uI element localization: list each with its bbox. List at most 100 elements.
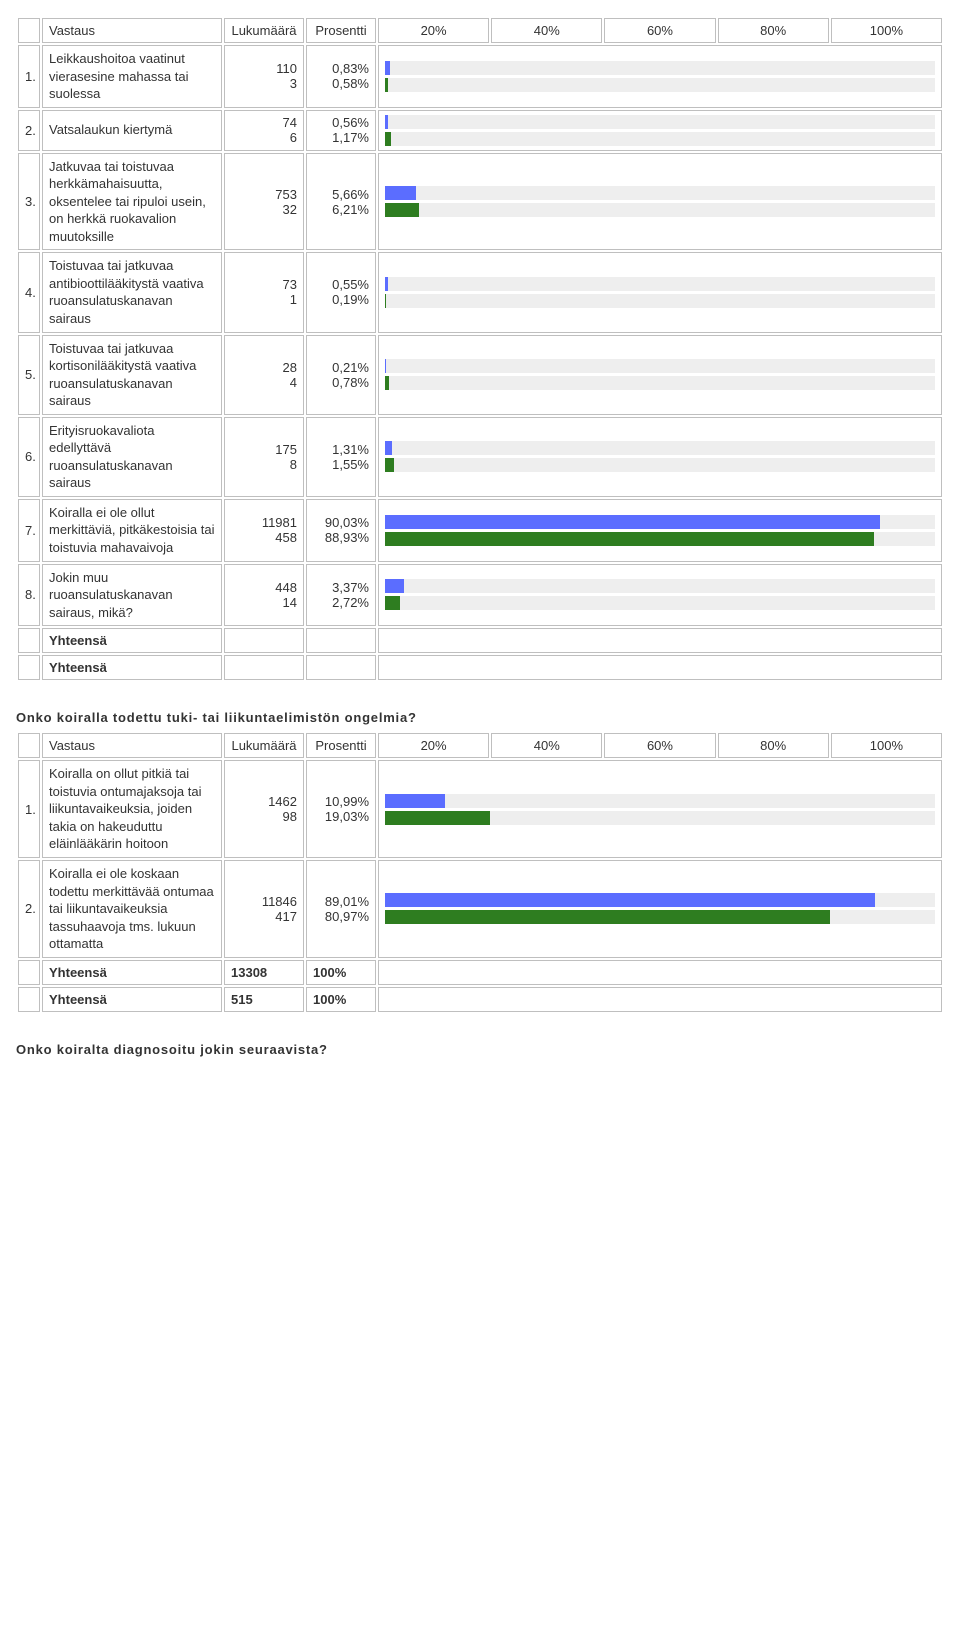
table-row: 4.Toistuvaa tai jatkuvaa antibioottilääk… bbox=[18, 252, 942, 332]
row-count: 11981458 bbox=[224, 499, 304, 562]
row-count: 731 bbox=[224, 252, 304, 332]
total-pct bbox=[306, 655, 376, 680]
row-count: 11846417 bbox=[224, 860, 304, 958]
col-answer: Vastaus bbox=[42, 733, 222, 758]
row-index: 2. bbox=[18, 860, 40, 958]
row-label: Jokin muu ruoansulatuskanavan sairaus, m… bbox=[42, 564, 222, 627]
bar-track bbox=[385, 596, 935, 610]
total-row: Yhteensä515100% bbox=[18, 987, 942, 1012]
col-tick: 80% bbox=[718, 733, 829, 758]
row-count: 146298 bbox=[224, 760, 304, 858]
bar-series-2 bbox=[385, 811, 490, 825]
row-index: 4. bbox=[18, 252, 40, 332]
bar-series-2 bbox=[385, 458, 394, 472]
bar-series-1 bbox=[385, 441, 392, 455]
bar-track bbox=[385, 515, 935, 529]
bar-group bbox=[385, 794, 935, 825]
row-index: 1. bbox=[18, 760, 40, 858]
bar-series-1 bbox=[385, 277, 388, 291]
total-label: Yhteensä bbox=[42, 960, 222, 985]
row-percent: 3,37%2,72% bbox=[306, 564, 376, 627]
row-percent: 5,66%6,21% bbox=[306, 153, 376, 251]
row-percent: 90,03%88,93% bbox=[306, 499, 376, 562]
total-row: Yhteensä13308100% bbox=[18, 960, 942, 985]
total-row: Yhteensä bbox=[18, 628, 942, 653]
table-row: 1.Leikkaushoitoa vaatinut vierasesine ma… bbox=[18, 45, 942, 108]
bar-series-2 bbox=[385, 203, 419, 217]
question-title: Onko koiralla todettu tuki- tai liikunta… bbox=[16, 710, 944, 725]
row-index: 5. bbox=[18, 335, 40, 415]
chart-cell bbox=[378, 45, 942, 108]
total-count: 13308 bbox=[224, 960, 304, 985]
bar-track bbox=[385, 61, 935, 75]
table-row: 2.Koiralla ei ole koskaan todettu merkit… bbox=[18, 860, 942, 958]
col-tick: 20% bbox=[378, 733, 489, 758]
total-pct bbox=[306, 628, 376, 653]
bar-series-1 bbox=[385, 115, 388, 129]
survey-table: VastausLukumääräProsentti20%40%60%80%100… bbox=[16, 731, 944, 1013]
bar-series-1 bbox=[385, 515, 880, 529]
question-title: Onko koiralta diagnosoitu jokin seuraavi… bbox=[16, 1042, 944, 1057]
bar-series-2 bbox=[385, 596, 400, 610]
col-tick: 40% bbox=[491, 18, 602, 43]
total-row: Yhteensä bbox=[18, 655, 942, 680]
bar-series-1 bbox=[385, 359, 386, 373]
bar-group bbox=[385, 277, 935, 308]
total-label: Yhteensä bbox=[42, 655, 222, 680]
row-index: 1. bbox=[18, 45, 40, 108]
chart-cell bbox=[378, 760, 942, 858]
total-count bbox=[224, 628, 304, 653]
bar-group bbox=[385, 115, 935, 146]
row-label: Vatsalaukun kiertymä bbox=[42, 110, 222, 151]
bar-group bbox=[385, 186, 935, 217]
row-index: 8. bbox=[18, 564, 40, 627]
bar-track bbox=[385, 794, 935, 808]
chart-cell bbox=[378, 417, 942, 497]
bar-group bbox=[385, 893, 935, 924]
bar-track bbox=[385, 811, 935, 825]
row-count: 44814 bbox=[224, 564, 304, 627]
row-label: Leikkaushoitoa vaatinut vierasesine maha… bbox=[42, 45, 222, 108]
table-row: 5.Toistuvaa tai jatkuvaa kortisonilääkit… bbox=[18, 335, 942, 415]
bar-series-1 bbox=[385, 186, 416, 200]
col-answer: Vastaus bbox=[42, 18, 222, 43]
col-tick: 60% bbox=[604, 733, 715, 758]
bar-series-2 bbox=[385, 78, 388, 92]
bar-series-1 bbox=[385, 893, 875, 907]
bar-track bbox=[385, 132, 935, 146]
total-count: 515 bbox=[224, 987, 304, 1012]
bar-series-2 bbox=[385, 910, 830, 924]
row-label: Erityisruokavaliota edellyttävä ruoansul… bbox=[42, 417, 222, 497]
blank-header bbox=[18, 733, 40, 758]
chart-cell bbox=[378, 860, 942, 958]
bar-track bbox=[385, 458, 935, 472]
chart-cell bbox=[378, 153, 942, 251]
col-tick: 40% bbox=[491, 733, 602, 758]
row-index: 6. bbox=[18, 417, 40, 497]
bar-track bbox=[385, 115, 935, 129]
bar-track bbox=[385, 359, 935, 373]
col-tick: 20% bbox=[378, 18, 489, 43]
bar-track bbox=[385, 376, 935, 390]
table-row: 8.Jokin muu ruoansulatuskanavan sairaus,… bbox=[18, 564, 942, 627]
table-row: 7.Koiralla ei ole ollut merkittäviä, pit… bbox=[18, 499, 942, 562]
row-label: Jatkuvaa tai toistuvaa herkkämahaisuutta… bbox=[42, 153, 222, 251]
bar-track bbox=[385, 186, 935, 200]
table-header-row: VastausLukumääräProsentti20%40%60%80%100… bbox=[18, 18, 942, 43]
col-tick: 60% bbox=[604, 18, 715, 43]
row-percent: 10,99%19,03% bbox=[306, 760, 376, 858]
chart-cell bbox=[378, 564, 942, 627]
row-count: 746 bbox=[224, 110, 304, 151]
col-tick: 80% bbox=[718, 18, 829, 43]
row-percent: 1,31%1,55% bbox=[306, 417, 376, 497]
total-pct: 100% bbox=[306, 960, 376, 985]
bar-track bbox=[385, 893, 935, 907]
col-percent: Prosentti bbox=[306, 18, 376, 43]
row-percent: 89,01%80,97% bbox=[306, 860, 376, 958]
row-percent: 0,55%0,19% bbox=[306, 252, 376, 332]
bar-track bbox=[385, 532, 935, 546]
row-label: Koiralla on ollut pitkiä tai toistuvia o… bbox=[42, 760, 222, 858]
bar-series-2 bbox=[385, 532, 874, 546]
row-label: Koiralla ei ole koskaan todettu merkittä… bbox=[42, 860, 222, 958]
bar-series-2 bbox=[385, 294, 386, 308]
